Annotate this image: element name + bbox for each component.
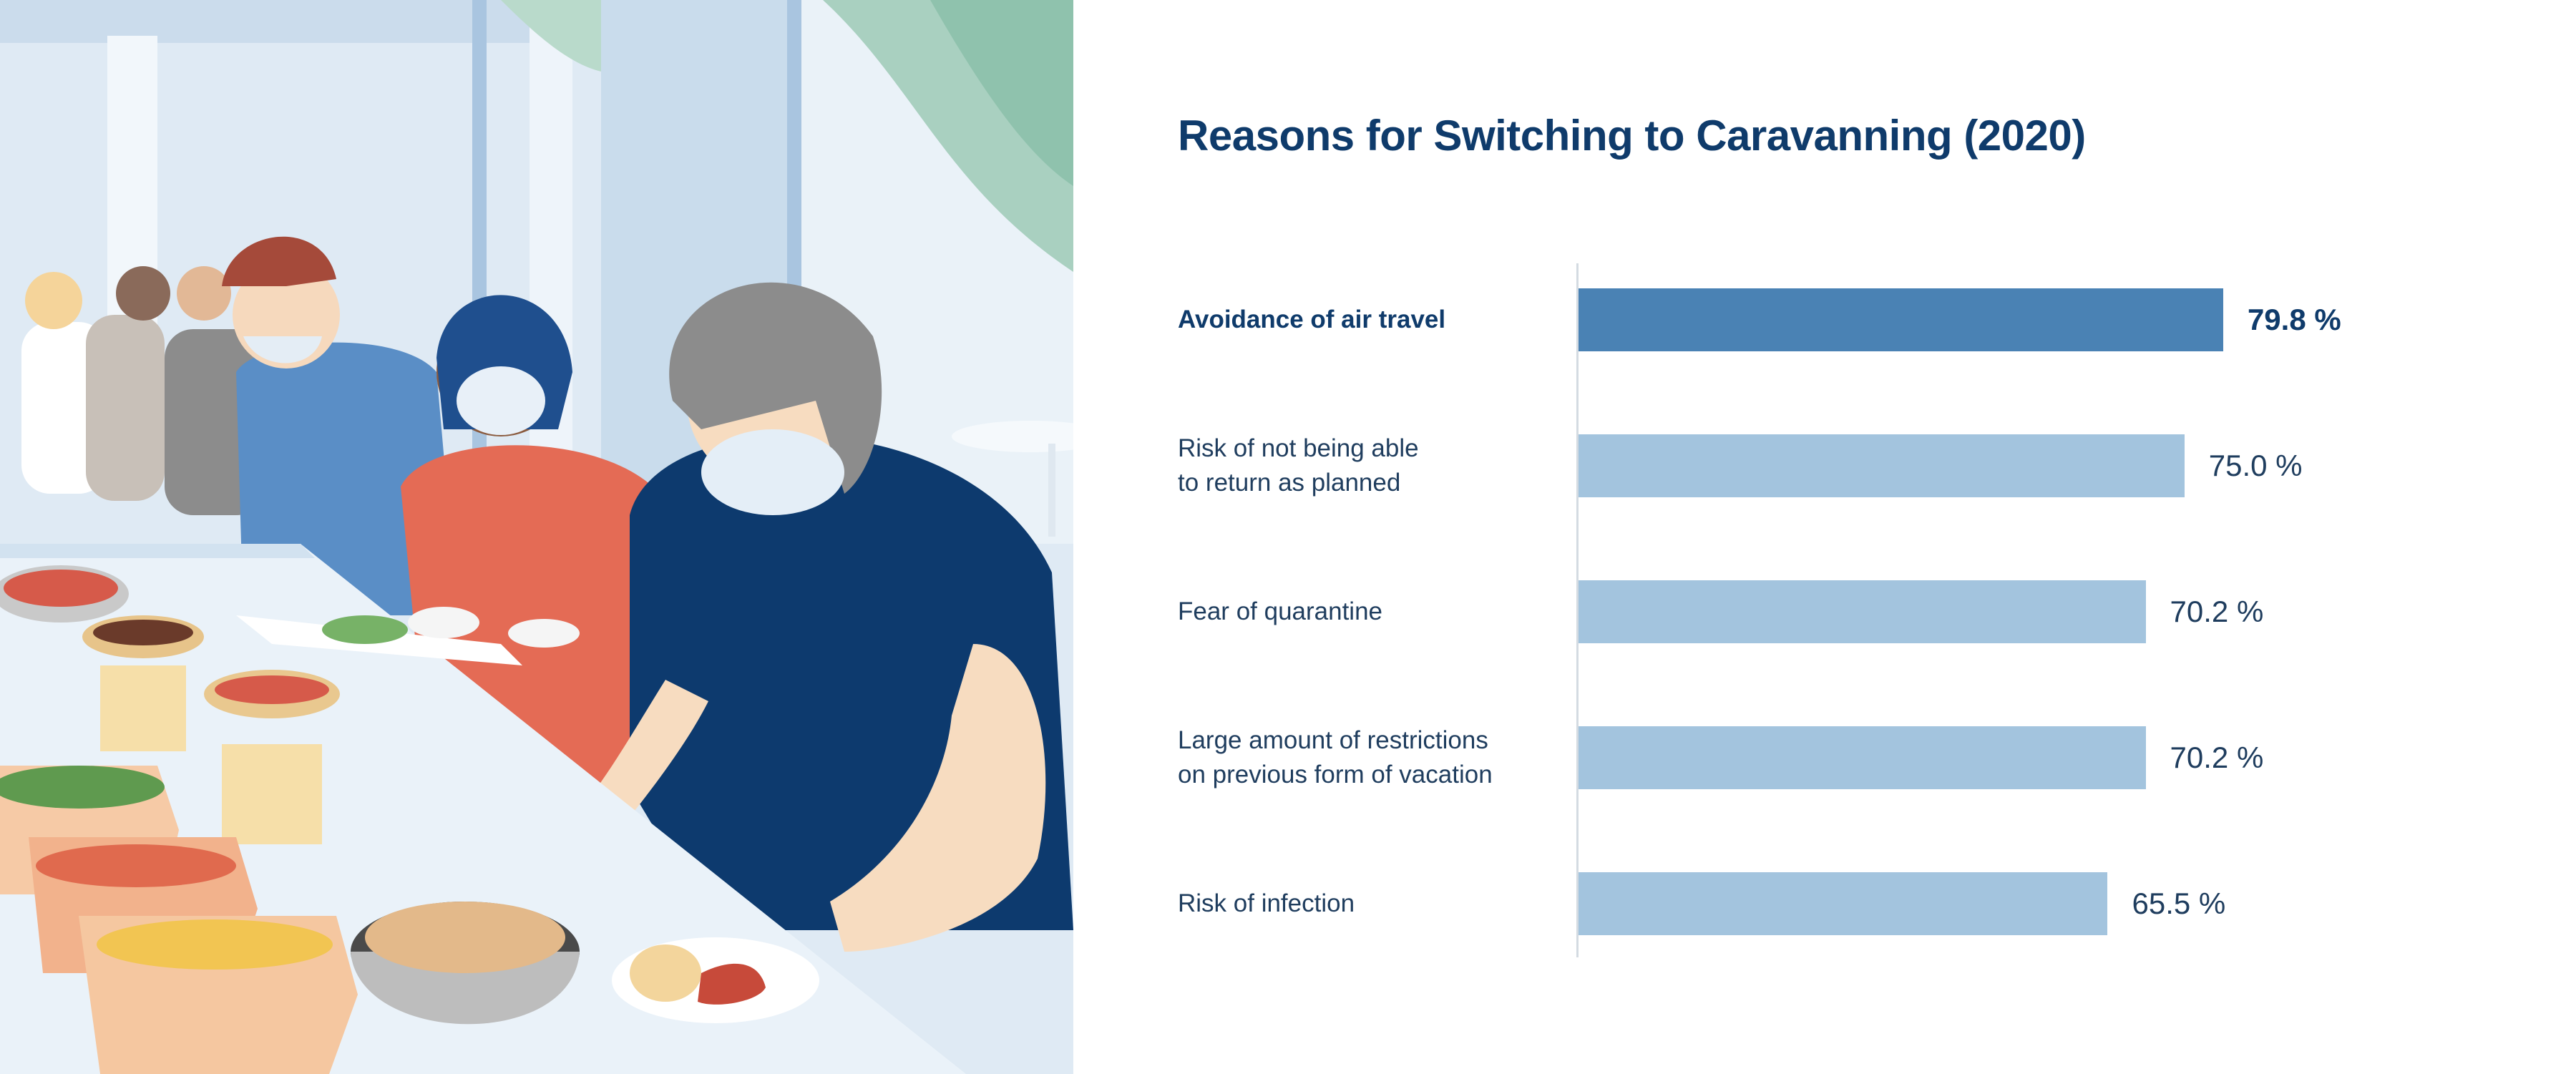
- bar: [1579, 872, 2108, 935]
- chart-title: Reasons for Switching to Caravanning (20…: [1178, 112, 2086, 160]
- value-label: 70.2 %: [2170, 595, 2264, 628]
- category-label: Large amount of restrictions on previous…: [1178, 726, 1493, 789]
- value-label: 65.5 %: [2132, 887, 2226, 920]
- category-label: Avoidance of air travel: [1178, 306, 1446, 333]
- value-label: 70.2 %: [2170, 741, 2264, 774]
- y-axis-line: [1576, 263, 1579, 957]
- buffet-illustration: [0, 0, 1073, 1074]
- value-label: 79.8 %: [2247, 303, 2341, 336]
- bar: [1579, 288, 2223, 351]
- value-label: 75.0 %: [2208, 449, 2303, 482]
- category-label: Fear of quarantine: [1178, 597, 1383, 625]
- category-label: Risk of infection: [1178, 889, 1355, 917]
- chart-panel: Reasons for Switching to Caravanning (20…: [1073, 0, 2576, 1074]
- bar: [1579, 726, 2146, 789]
- bar: [1579, 580, 2146, 643]
- bar: [1579, 434, 2185, 497]
- category-label: Risk of not being able to return as plan…: [1178, 434, 1419, 497]
